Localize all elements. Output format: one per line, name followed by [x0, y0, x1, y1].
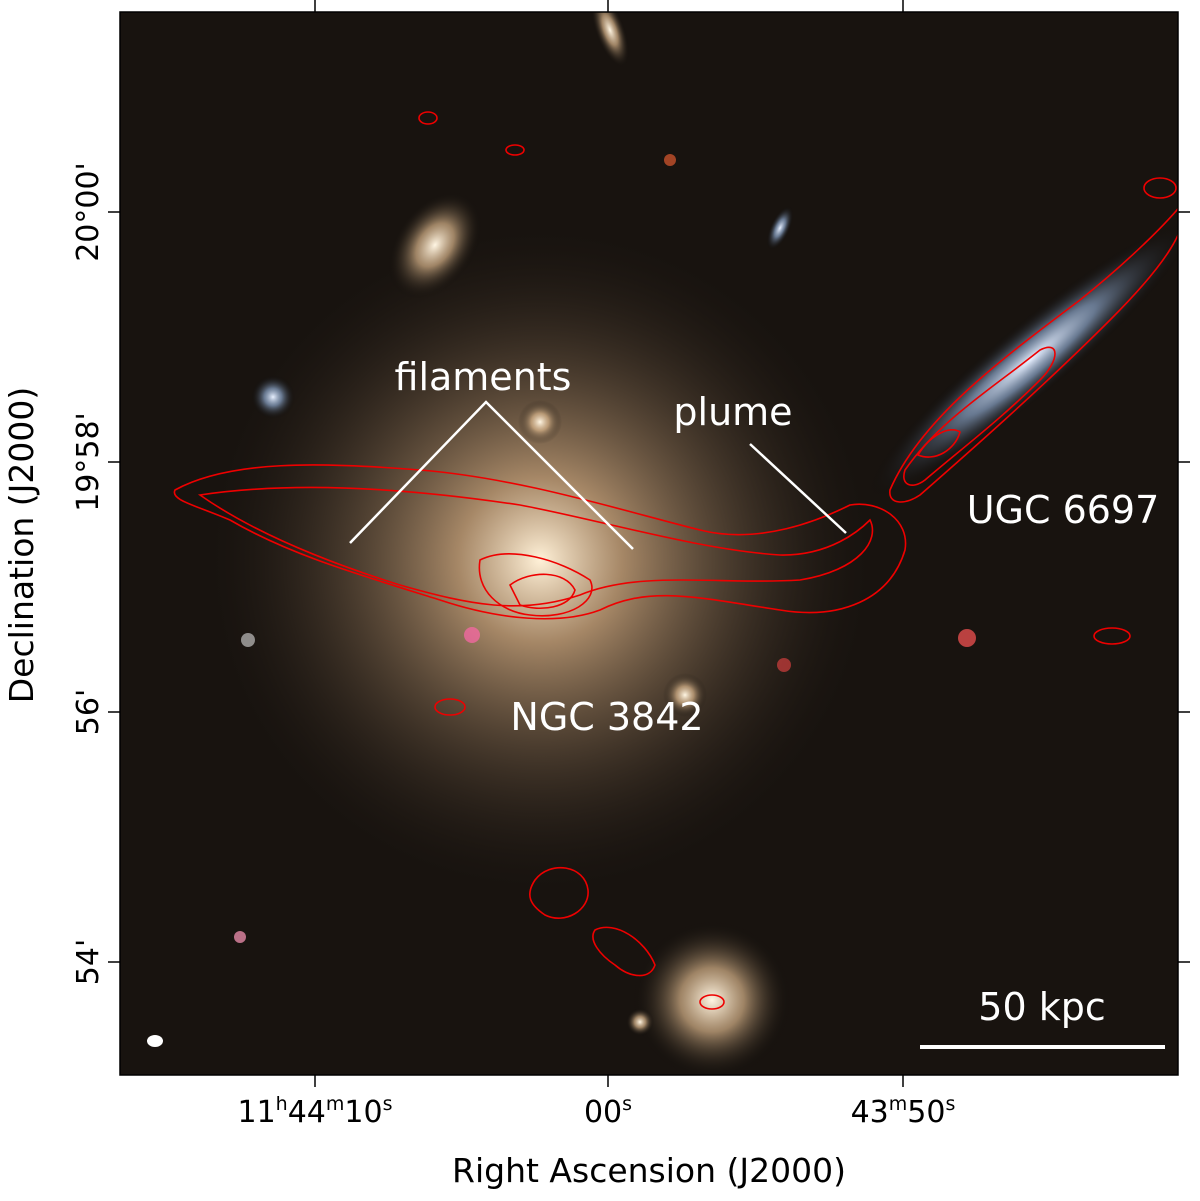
- tick-number: 44: [288, 1095, 326, 1130]
- annotation: NGC 3842: [510, 695, 703, 739]
- tick-number: 11: [237, 1095, 275, 1130]
- y-tick-label: 54': [71, 939, 106, 985]
- sky-image: [120, 12, 1178, 1075]
- galaxy: [626, 1008, 654, 1036]
- galaxy: [518, 400, 562, 444]
- star: [241, 633, 255, 647]
- contour: [916, 429, 961, 458]
- contour: [418, 111, 438, 125]
- contour: [529, 866, 589, 919]
- pointer: [749, 443, 847, 534]
- contour: [173, 464, 907, 620]
- scale-bar-label: 50 kpc: [978, 985, 1105, 1029]
- contour: [699, 994, 725, 1010]
- unit-superscript: s: [945, 1093, 955, 1115]
- star: [464, 627, 480, 643]
- unit-superscript: s: [383, 1093, 393, 1115]
- annotation: UGC 6697: [967, 488, 1160, 532]
- y-axis-label: Declination (J2000): [2, 387, 41, 704]
- x-axis-label: Right Ascension (J2000): [452, 1151, 846, 1190]
- contour: [1093, 627, 1131, 645]
- contour: [889, 207, 1178, 503]
- tick-number: 50: [907, 1095, 945, 1130]
- y-tick-label: 20°00': [71, 162, 106, 262]
- contour: [197, 486, 874, 607]
- x-tick-label: 00s: [584, 1093, 632, 1130]
- contour: [1143, 177, 1177, 199]
- radio-contours: [173, 111, 1178, 1010]
- x-tick-labels: 11h44m10s 00s 43m50s: [237, 1093, 955, 1130]
- contour: [508, 573, 576, 610]
- star: [664, 154, 676, 166]
- star: [777, 658, 791, 672]
- star: [234, 931, 246, 943]
- star: [958, 629, 976, 647]
- pointer-lines: [349, 400, 1165, 1049]
- galaxy: [632, 920, 792, 1075]
- galaxy: [210, 230, 870, 890]
- unit-superscript: s: [622, 1093, 632, 1115]
- contour: [592, 926, 656, 977]
- contour: [903, 346, 1056, 486]
- y-tick-label: 19°58': [71, 412, 106, 512]
- contour: [434, 698, 466, 716]
- galaxy: [663, 673, 707, 717]
- galaxy: [590, 12, 630, 68]
- galaxy: [867, 222, 1178, 498]
- contour: [505, 144, 525, 156]
- contour: [478, 553, 593, 617]
- annotation: plume: [673, 390, 792, 434]
- galaxy: [766, 205, 794, 251]
- y-tick-label: 56': [71, 689, 106, 735]
- annotation: filaments: [395, 355, 572, 399]
- pointer: [349, 400, 634, 550]
- tick-number: 43: [851, 1095, 889, 1130]
- unit-superscript: m: [326, 1093, 345, 1115]
- unit-superscript: m: [889, 1093, 908, 1115]
- frame: [119, 11, 1179, 1076]
- x-tick-label: 43m50s: [851, 1093, 956, 1130]
- star: [251, 375, 295, 419]
- galaxy: [387, 190, 483, 300]
- unit-superscript: h: [276, 1093, 288, 1115]
- tick-number: 00: [584, 1095, 622, 1130]
- ticks: [108, 0, 1190, 1087]
- beam: [147, 1035, 163, 1047]
- x-tick-label: 11h44m10s: [237, 1093, 392, 1130]
- tick-number: 10: [344, 1095, 382, 1130]
